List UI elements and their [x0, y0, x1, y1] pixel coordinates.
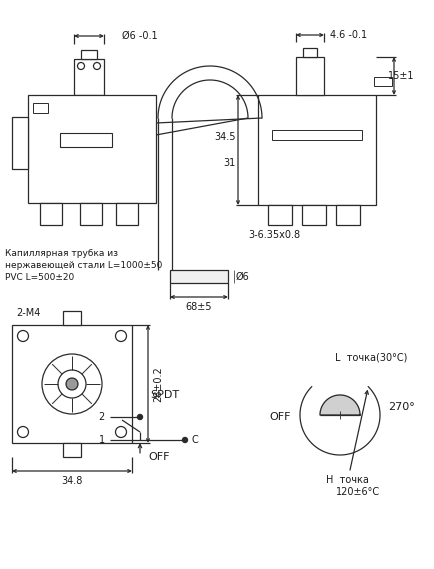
Circle shape: [182, 438, 187, 443]
Text: SPDT: SPDT: [150, 390, 179, 400]
Circle shape: [137, 414, 142, 419]
Bar: [373, 77, 391, 86]
Bar: [81, 50, 97, 59]
Text: Ø6 -0.1: Ø6 -0.1: [122, 31, 157, 41]
Circle shape: [66, 378, 78, 390]
Bar: [335, 205, 359, 225]
Bar: [33, 103, 48, 113]
Circle shape: [115, 331, 126, 341]
Text: 34.8: 34.8: [61, 476, 82, 486]
Bar: [60, 133, 112, 147]
Text: L  точка(30°C): L точка(30°C): [334, 352, 406, 362]
Bar: [12, 325, 132, 443]
Bar: [28, 95, 156, 203]
Text: Ø6: Ø6: [236, 271, 249, 282]
Bar: [267, 205, 291, 225]
Bar: [63, 311, 81, 325]
Text: 34.5: 34.5: [214, 132, 236, 142]
Circle shape: [17, 331, 29, 341]
Text: C: C: [191, 435, 198, 445]
Text: 68±5: 68±5: [185, 302, 212, 312]
Text: OFF: OFF: [148, 452, 169, 462]
Text: OFF: OFF: [269, 412, 290, 422]
Text: Капиллярная трубка из: Капиллярная трубка из: [5, 249, 118, 258]
Bar: [12, 117, 28, 169]
Bar: [295, 57, 323, 95]
Bar: [170, 270, 227, 283]
Text: 2: 2: [99, 412, 105, 422]
Bar: [80, 203, 102, 225]
Text: 4.6 -0.1: 4.6 -0.1: [329, 30, 366, 40]
Text: PVC L=500±20: PVC L=500±20: [5, 273, 74, 282]
Bar: [63, 443, 81, 457]
Circle shape: [17, 427, 29, 438]
Bar: [40, 203, 62, 225]
Bar: [257, 95, 375, 205]
Text: 270°: 270°: [387, 402, 414, 412]
Circle shape: [115, 427, 126, 438]
Circle shape: [93, 63, 100, 69]
Text: 28±0.2: 28±0.2: [153, 366, 163, 402]
Circle shape: [42, 354, 102, 414]
Circle shape: [77, 63, 84, 69]
Text: 120±6°C: 120±6°C: [335, 487, 379, 497]
Bar: [74, 59, 104, 95]
Polygon shape: [319, 395, 359, 415]
Bar: [302, 48, 316, 57]
Bar: [116, 203, 138, 225]
Text: 1: 1: [99, 435, 105, 445]
Text: 3-6.35x0.8: 3-6.35x0.8: [247, 230, 299, 240]
Bar: [301, 205, 325, 225]
Text: 31: 31: [223, 158, 236, 168]
Text: 15±1: 15±1: [387, 71, 414, 81]
Text: H  точка: H точка: [325, 475, 368, 485]
Text: нержавеющей стали L=1000±50: нержавеющей стали L=1000±50: [5, 261, 162, 270]
Circle shape: [58, 370, 86, 398]
Text: 2-M4: 2-M4: [16, 308, 40, 318]
Bar: [271, 130, 361, 140]
